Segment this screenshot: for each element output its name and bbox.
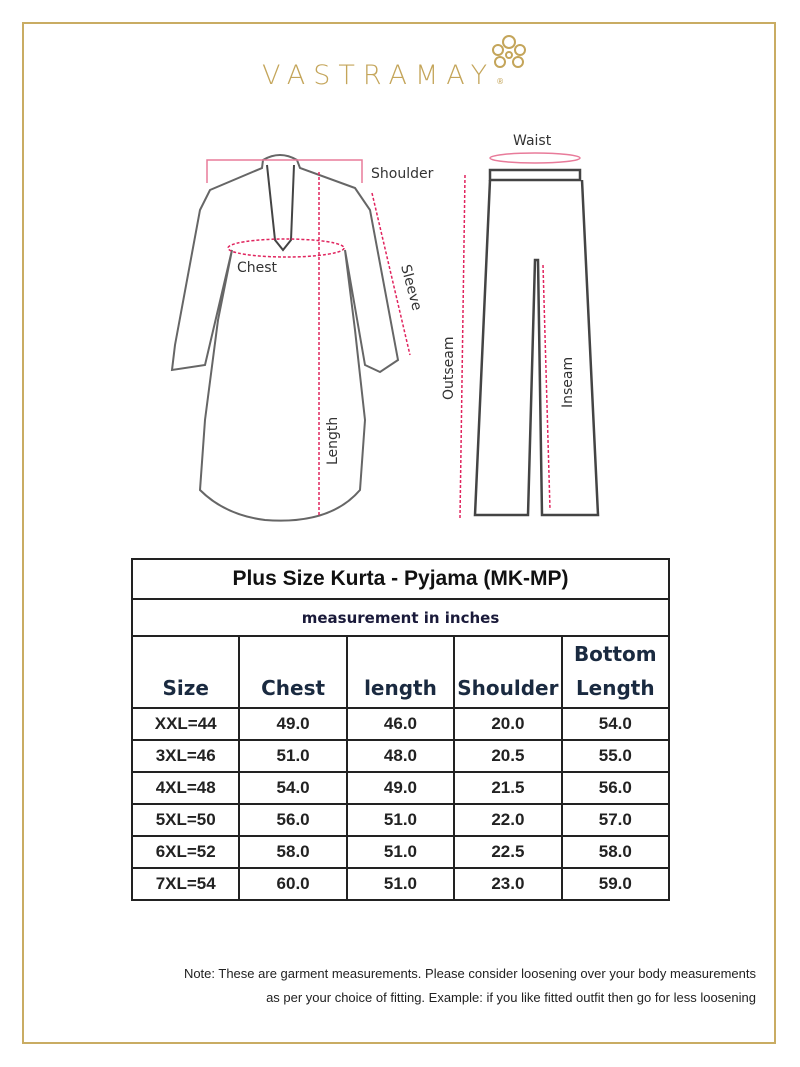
cell-shoulder: 20.0 [453,707,563,741]
table-row: XXL=44 49.0 46.0 20.0 54.0 [130,707,671,741]
size-chart-table: Plus Size Kurta - Pyjama (MK-MP) measure… [130,558,671,901]
label-inseam: Inseam [560,357,576,408]
cell-bottom-length: 54.0 [560,707,671,741]
cell-size: 6XL=52 [130,835,241,869]
note-line-1: Note: These are garment measurements. Pl… [183,966,756,981]
header-size: Size [130,635,241,709]
cell-shoulder: 23.0 [453,867,563,901]
cell-shoulder: 22.0 [453,803,563,837]
table-row: 3XL=46 51.0 48.0 20.5 55.0 [130,739,671,773]
header-bottom-line1: Bottom [573,642,657,666]
header-chest: Chest [238,635,348,709]
cell-size: XXL=44 [130,707,241,741]
cell-size: 4XL=48 [130,771,241,805]
label-length: Length [325,417,341,465]
kurta-drawing [170,154,400,522]
table-title: Plus Size Kurta - Pyjama (MK-MP) [131,558,670,600]
table-row: 4XL=48 54.0 49.0 21.5 56.0 [130,771,671,805]
cell-length: 51.0 [345,867,456,901]
cell-shoulder: 20.5 [453,739,563,773]
table-row: 7XL=54 60.0 51.0 23.0 59.0 [130,867,671,901]
brand-logo-wrap: VASTRAMAY® [262,60,504,91]
cell-chest: 58.0 [238,835,348,869]
cell-length: 49.0 [345,771,456,805]
cell-chest: 49.0 [238,707,348,741]
label-sleeve: Sleeve [397,263,425,312]
table-row: 6XL=52 58.0 51.0 22.5 58.0 [130,835,671,869]
header-length: length [345,635,456,709]
page-frame [22,22,776,1044]
pyjama-measure-lines [459,152,581,519]
table-subtitle: measurement in inches [131,598,670,637]
kurta-measure-lines [206,159,411,515]
label-outseam: Outseam [441,336,457,400]
garment-diagram: Shoulder Chest Sleeve Length Waist Outse… [170,35,600,522]
label-chest: Chest [237,260,278,276]
cell-bottom-length: 58.0 [560,835,671,869]
header-shoulder: Shoulder [453,635,563,709]
cell-length: 51.0 [345,835,456,869]
table-row: 5XL=50 56.0 51.0 22.0 57.0 [130,803,671,837]
cell-size: 3XL=46 [130,739,241,773]
cell-bottom-length: 56.0 [560,771,671,805]
header-bottom-length: Bottom Length [560,635,671,709]
cell-size: 7XL=54 [130,867,241,901]
label-shoulder: Shoulder [371,166,434,182]
cell-shoulder: 21.5 [453,771,563,805]
cell-shoulder: 22.5 [453,835,563,869]
cell-length: 48.0 [345,739,456,773]
cell-chest: 60.0 [238,867,348,901]
cell-chest: 54.0 [238,771,348,805]
header-row: Size Chest length Shoulder Bottom Length [130,635,671,709]
cell-length: 51.0 [345,803,456,837]
logo-flower-icon [492,35,526,68]
cell-bottom-length: 59.0 [560,867,671,901]
cell-size: 5XL=50 [130,803,241,837]
label-waist: Waist [513,133,552,149]
pyjama-drawing [473,168,600,517]
registered-mark: ® [496,77,505,86]
header-bottom-line2: Length [575,676,655,700]
note-line-2: as per your choice of fitting. Example: … [266,990,756,1005]
cell-bottom-length: 57.0 [560,803,671,837]
cell-length: 46.0 [345,707,456,741]
cell-bottom-length: 55.0 [560,739,671,773]
brand-logo: VASTRAMAY [262,60,496,91]
cell-chest: 51.0 [238,739,348,773]
cell-chest: 56.0 [238,803,348,837]
